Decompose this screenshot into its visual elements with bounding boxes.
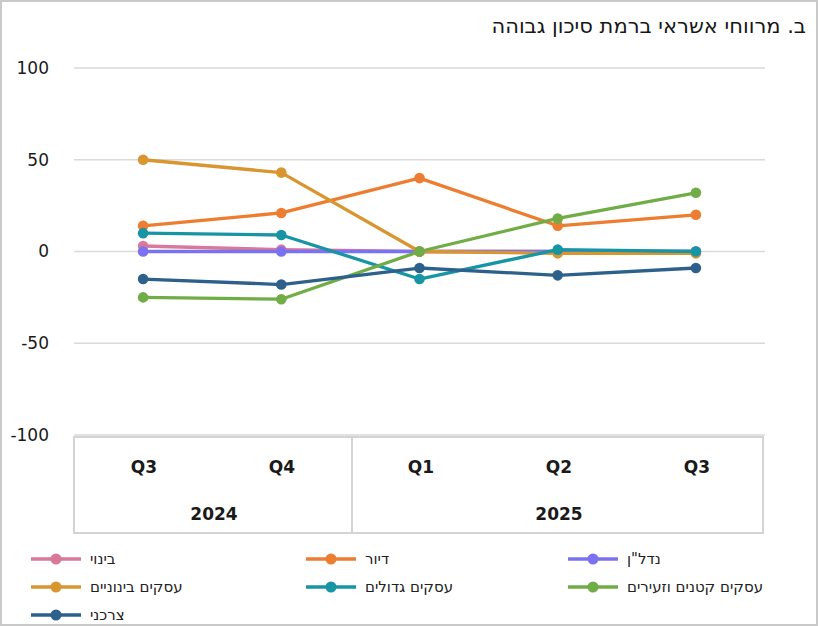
page-container: ב. מרווחי אשראי ברמת סיכון גבוהה 100 50 … xyxy=(0,0,818,626)
data-point-consumer-3 xyxy=(552,270,563,281)
legend-label-medium-businesses: עסקים בינוניים xyxy=(90,578,183,596)
y-tick-neg50: -50 xyxy=(2,335,49,352)
legend-item-small-micro-businesses: עסקים קטנים וזעירים xyxy=(567,576,763,598)
series-housing xyxy=(138,173,701,231)
x-axis-table: Q3 Q4 Q1 Q2 Q3 2024 2025 xyxy=(73,436,764,534)
legend-item-medium-businesses: עסקים בינוניים xyxy=(30,576,183,598)
data-point-small-micro-businesses-4 xyxy=(691,187,702,198)
quarter-label-q4-2024: Q4 xyxy=(269,457,295,477)
quarter-label-q1-2025: Q1 xyxy=(408,457,434,477)
data-point-housing-1 xyxy=(276,208,287,219)
series-line-housing xyxy=(143,178,696,226)
y-tick-100: 100 xyxy=(2,60,49,77)
legend-item-housing: דיור xyxy=(305,548,389,570)
data-point-medium-businesses-0 xyxy=(138,154,149,165)
y-tick-0: 0 xyxy=(2,243,49,260)
data-point-consumer-2 xyxy=(414,263,425,274)
data-point-consumer-0 xyxy=(138,274,149,285)
legend-marker-medium-businesses xyxy=(30,580,82,594)
legend-label-small-micro-businesses: עסקים קטנים וזעירים xyxy=(627,578,763,596)
legend-marker-housing xyxy=(305,552,357,566)
data-point-small-micro-businesses-1 xyxy=(276,294,287,305)
x-axis-group-divider xyxy=(351,438,353,532)
year-label-2025: 2025 xyxy=(535,504,582,524)
data-point-consumer-4 xyxy=(691,263,702,274)
data-point-small-micro-businesses-2 xyxy=(414,246,425,257)
data-point-housing-2 xyxy=(414,173,425,184)
legend-label-large-businesses: עסקים גדולים xyxy=(365,578,453,596)
data-point-medium-businesses-1 xyxy=(276,167,287,178)
legend-marker-small-micro-businesses xyxy=(567,580,619,594)
legend-item-real-estate: נדל"ן xyxy=(567,548,661,570)
legend-marker-large-businesses xyxy=(305,580,357,594)
year-label-2024: 2024 xyxy=(190,504,237,524)
data-point-real-estate-1 xyxy=(276,246,287,257)
data-point-large-businesses-2 xyxy=(414,274,425,285)
data-point-real-estate-0 xyxy=(138,246,149,257)
legend-item-construction: בינוי xyxy=(30,548,115,570)
data-point-large-businesses-1 xyxy=(276,230,287,241)
legend-label-housing: דיור xyxy=(365,550,389,568)
data-point-small-micro-businesses-3 xyxy=(552,213,563,224)
data-point-housing-4 xyxy=(691,210,702,221)
legend-label-real-estate: נדל"ן xyxy=(627,550,661,568)
quarter-label-q3-2025: Q3 xyxy=(684,457,710,477)
legend-item-large-businesses: עסקים גדולים xyxy=(305,576,453,598)
legend-label-consumer: צרכני xyxy=(90,606,125,624)
data-point-small-micro-businesses-0 xyxy=(138,292,149,303)
series-small-micro-businesses xyxy=(138,187,701,304)
data-point-large-businesses-0 xyxy=(138,228,149,239)
legend-marker-consumer xyxy=(30,608,82,622)
legend-item-consumer: צרכני xyxy=(30,604,125,626)
legend-marker-construction xyxy=(30,552,82,566)
y-tick-neg100: -100 xyxy=(2,427,49,444)
data-point-large-businesses-4 xyxy=(691,246,702,257)
legend-label-construction: בינוי xyxy=(90,550,115,568)
y-tick-50: 50 xyxy=(2,152,49,169)
quarter-label-q2-2025: Q2 xyxy=(546,457,572,477)
legend-marker-real-estate xyxy=(567,552,619,566)
data-point-consumer-1 xyxy=(276,279,287,290)
quarter-label-q3-2024: Q3 xyxy=(131,457,157,477)
data-point-large-businesses-3 xyxy=(552,244,563,255)
